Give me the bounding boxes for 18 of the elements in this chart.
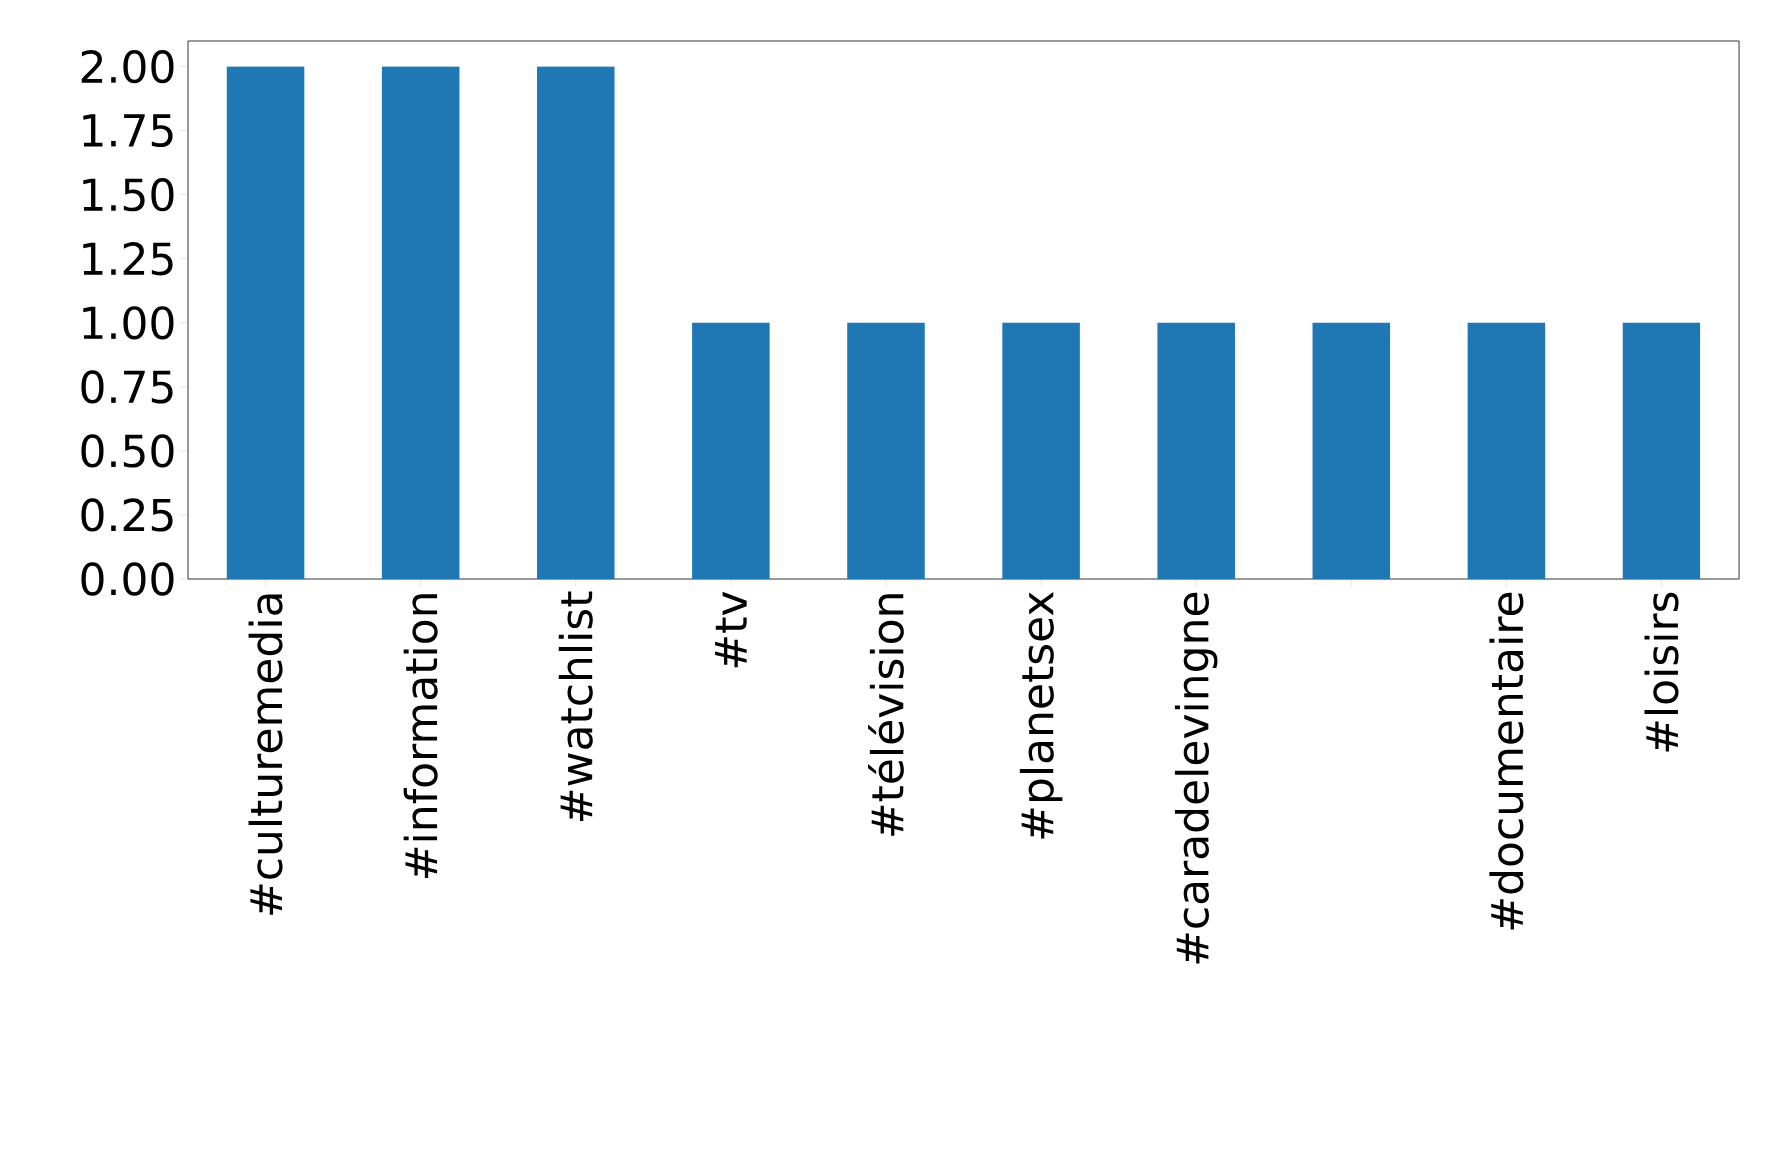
x-tick-label: #loisirs [1644,592,1679,752]
x-tick-label: #culturemedia [248,594,283,915]
y-tick-label: 0.00 [81,562,174,596]
x-tick-label: #watchlist [558,591,593,821]
x-tick-label: #tv [715,591,747,668]
y-tick-label: 2.00 [81,49,174,84]
y-tick-label: 0.50 [81,434,174,468]
y-tick-label: 0.75 [81,370,173,404]
x-tick-label: #caradelevingne [1174,592,1218,964]
x-tick-label: #télévision [868,594,904,836]
y-tick-label: 1.50 [83,178,174,212]
x-tick-label: #documentaire [1489,592,1524,930]
x-tick-label: #information [403,594,438,878]
x-tick-label: #planetsex [1019,591,1063,839]
y-tick-label: 0.25 [81,498,173,532]
y-tick-label: 1.75 [83,114,173,148]
y-tick-label: 1.25 [83,242,173,276]
y-tick-label: 1.00 [83,306,174,340]
